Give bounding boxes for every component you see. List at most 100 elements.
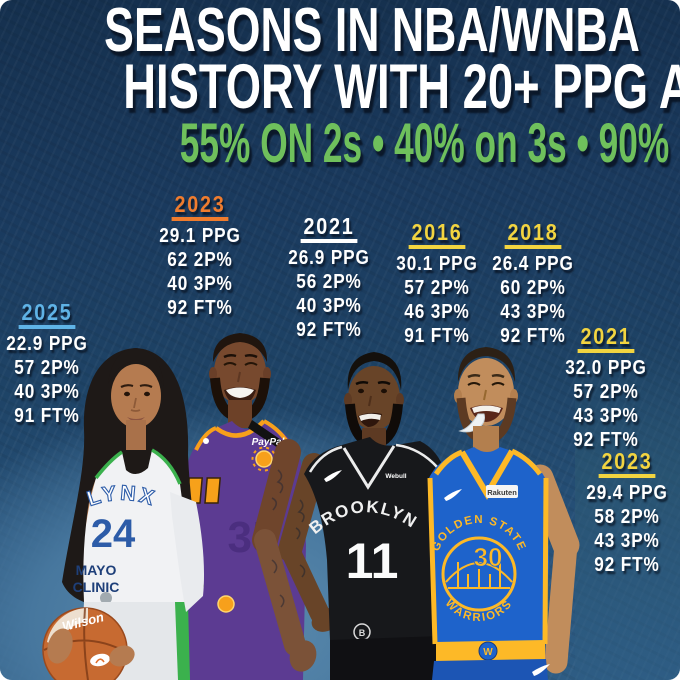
irving-brow xyxy=(377,380,391,386)
curry-jersey xyxy=(428,447,549,644)
headline-criteria-text: 55% ON 2s • 40% on 3s • 90% on FTs xyxy=(179,111,680,174)
collier-sponsor-line2: CLINIC xyxy=(73,579,120,595)
lynx-waist-logo xyxy=(100,592,112,604)
stat-year: 2021 xyxy=(577,325,635,353)
stat-year: 2018 xyxy=(504,221,562,249)
durant-brow xyxy=(244,353,258,359)
wnba-logo-figure xyxy=(95,658,105,664)
warriors-waist-logo-letter: W xyxy=(483,647,493,658)
durant-brow xyxy=(223,353,237,359)
nike-swoosh-icon xyxy=(532,664,550,676)
stat-ft: 92 FT% xyxy=(500,325,566,347)
stat-year: 2016 xyxy=(408,221,466,249)
durant-shorts-sun-logo xyxy=(217,595,235,613)
durant-ear xyxy=(263,367,271,381)
stat-block-durant-2023: 2023 29.1 PPG 62 2P% 40 3P% 92 FT% xyxy=(110,193,290,320)
durant-front-arm xyxy=(252,439,317,672)
curry-teeth xyxy=(472,405,501,413)
stat-ft: 92 FT% xyxy=(167,297,233,319)
irving-eye xyxy=(358,388,364,394)
durant-eye xyxy=(244,362,258,366)
curry-nose xyxy=(483,389,487,401)
irving-jersey-number: 11 xyxy=(346,533,399,589)
curry-jersey-number: 30 xyxy=(474,542,503,572)
stat-3p: 43 3P% xyxy=(573,405,639,427)
nike-swoosh-icon xyxy=(203,438,209,444)
collier-jersey-number: 24 xyxy=(91,512,136,556)
collier-nose xyxy=(130,397,141,412)
stat-block-collier-2025: 2025 22.9 PPG 57 2P% 40 3P% 91 FT% xyxy=(0,301,137,428)
irving-ear xyxy=(396,393,404,407)
collier-hair-front xyxy=(108,348,164,386)
collier-face xyxy=(111,364,161,428)
curry-armhole-trim xyxy=(510,448,542,476)
collier-jersey xyxy=(83,450,188,602)
irving-nose xyxy=(368,395,372,407)
rakuten-sponsor-text: Rakuten xyxy=(487,488,517,497)
curry-side-trim xyxy=(542,477,549,645)
stat-year: 2021 xyxy=(300,215,358,243)
collier-eye xyxy=(144,391,150,397)
irving-hair xyxy=(347,352,402,390)
irving-tattoos xyxy=(295,499,306,578)
stat-ft: 92 FT% xyxy=(573,429,639,451)
durant-hair xyxy=(212,333,268,362)
headline-line1: SEASONS IN NBA/WNBA xyxy=(0,0,680,62)
nike-swoosh-icon xyxy=(444,489,462,501)
stat-ft: 92 FT% xyxy=(594,554,660,576)
curry-hair xyxy=(457,347,516,382)
stat-2p: 56 2P% xyxy=(296,271,362,293)
curry-armhole-trim xyxy=(433,449,463,476)
irving-teeth xyxy=(359,413,381,421)
stat-ft: 91 FT% xyxy=(14,405,80,427)
stat-3p: 43 3P% xyxy=(594,530,660,552)
stat-ppg: 30.1 PPG xyxy=(396,253,478,275)
webull-sponsor-text: Webull xyxy=(385,473,406,480)
stat-3p: 46 3P% xyxy=(404,301,470,323)
irving-armhole-trim xyxy=(395,443,439,469)
stat-2p: 60 2P% xyxy=(500,277,566,299)
stat-block-curry-2018: 2018 26.4 PPG 60 2P% 43 3P% 92 FT% xyxy=(443,221,623,348)
collier-shorts-stripe xyxy=(175,602,190,680)
stat-2p: 58 2P% xyxy=(594,506,660,528)
collier-brow xyxy=(120,384,134,388)
nets-ball-logo-letter: B xyxy=(359,628,366,638)
durant-jersey-trim xyxy=(214,419,266,438)
durant-forearm xyxy=(254,529,306,656)
stat-ft: 92 FT% xyxy=(296,319,362,341)
durant-ear xyxy=(209,367,217,381)
stat-3p: 43 3P% xyxy=(500,301,566,323)
stat-ft: 91 FT% xyxy=(404,325,470,347)
irving-shorts xyxy=(330,636,444,680)
sun-logo xyxy=(255,450,273,468)
nike-swoosh-icon xyxy=(324,470,342,482)
headline-criteria: 55% ON 2s • 40% on 3s • 90% on FTs xyxy=(0,115,680,171)
irving-ear xyxy=(344,393,352,407)
player-curry: Rakuten GOLDEN STATE WARRIORS xyxy=(427,347,580,680)
collier-hand xyxy=(47,628,73,664)
stat-2p: 57 2P% xyxy=(573,381,639,403)
collier-neck xyxy=(126,420,146,450)
collier-hand-sleeved xyxy=(109,645,135,667)
curry-shorts xyxy=(432,659,548,680)
irving-brow xyxy=(355,380,369,386)
stat-ppg: 26.9 PPG xyxy=(288,247,370,269)
warriors-waist-logo xyxy=(478,641,498,661)
stat-year: 2023 xyxy=(171,193,229,221)
durant-nose xyxy=(237,371,241,383)
stat-3p: 40 3P% xyxy=(14,381,80,403)
irving-jersey xyxy=(304,437,447,649)
stat-3p: 40 3P% xyxy=(296,295,362,317)
stat-2p: 57 2P% xyxy=(404,277,470,299)
stat-ppg: 32.0 PPG xyxy=(565,357,647,379)
durant-upper-arm xyxy=(252,439,301,553)
stat-block-curry-2023: 2023 29.4 PPG 58 2P% 43 3P% 92 FT% xyxy=(537,450,680,577)
player-collier: LYNX 24 MAYO CLINIC Wilson xyxy=(42,348,205,680)
durant-hand xyxy=(289,640,317,672)
irving-eye xyxy=(381,388,387,394)
curry-eye xyxy=(491,382,505,386)
stat-block-irving-2021: 2021 26.9 PPG 56 2P% 40 3P% 92 FT% xyxy=(239,215,419,342)
curry-eye xyxy=(467,382,481,386)
curry-brow xyxy=(491,373,505,379)
curry-forearm xyxy=(544,533,578,674)
